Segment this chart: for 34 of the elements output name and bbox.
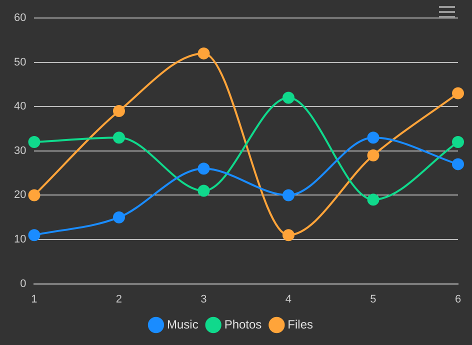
point [112,105,125,118]
y-tick-label: 50 [14,56,26,68]
y-tick-label: 30 [14,144,26,157]
x-tick-label: 3 [200,293,207,306]
point [452,136,464,148]
y-tick-label: 0 [20,278,26,290]
point [367,132,380,144]
y-tick-label: 60 [14,12,26,24]
point [112,132,125,144]
legend-label: Photos [224,317,262,332]
y-tick-label: 10 [14,234,26,246]
x-tick-label: 5 [370,293,376,306]
point [28,229,40,242]
point [367,149,380,162]
y-tick-label: 40 [14,100,26,113]
point [282,189,294,202]
point [28,136,40,148]
x-tick-label: 4 [285,293,292,306]
x-tick-label: 6 [454,293,462,306]
point [112,211,125,224]
point [367,194,380,206]
x-tick-label: 1 [31,293,38,306]
point [198,162,210,175]
point [198,184,210,197]
x-tick-label: 2 [116,293,122,306]
legend-label: Files [288,317,314,332]
point [28,189,40,202]
point [282,92,294,104]
point [198,47,210,60]
point [452,87,464,100]
point [282,229,294,242]
legend-label: Music [166,317,198,332]
y-tick-label: 20 [14,189,26,202]
point [452,158,464,170]
